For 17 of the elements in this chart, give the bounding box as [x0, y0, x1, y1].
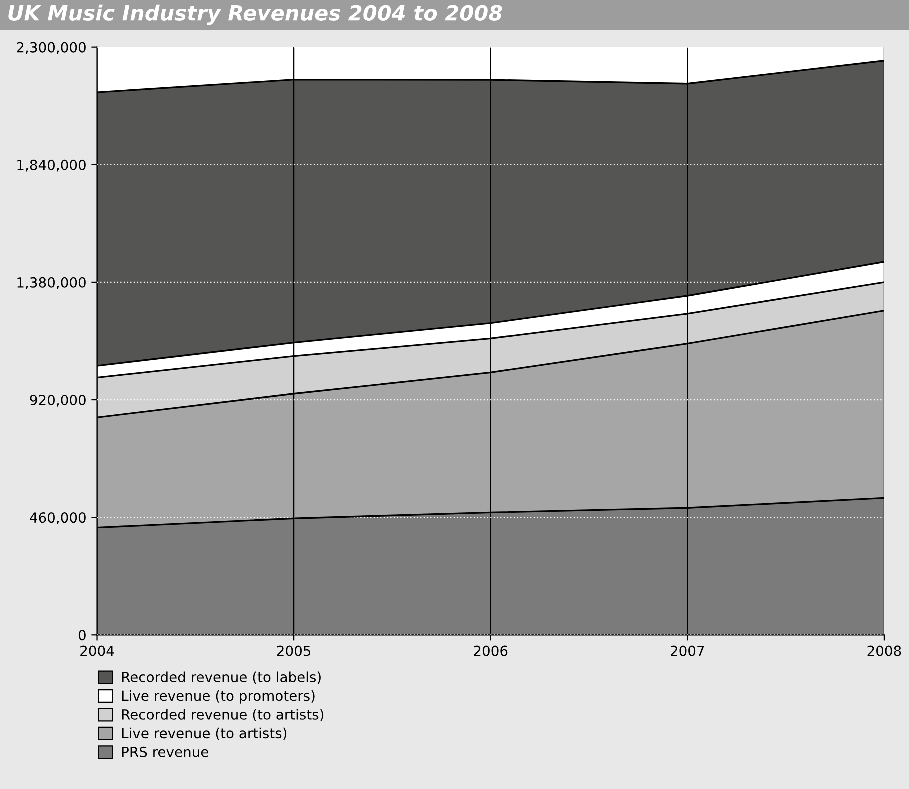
y-tick-label: 460,000 — [30, 512, 86, 524]
y-tick-label: 2,300,000 — [17, 42, 86, 54]
legend-label: Recorded revenue (to labels) — [122, 672, 321, 684]
y-tick-label: 920,000 — [30, 394, 86, 407]
legend-label: PRS revenue — [122, 746, 208, 758]
legend-label: Live revenue (to promoters) — [122, 690, 315, 704]
x-tick-label: 2006 — [474, 646, 508, 656]
y-tick-label: 1,380,000 — [18, 277, 86, 290]
x-tick-label: 2007 — [671, 646, 704, 656]
legend-label: Live revenue (to artists) — [122, 728, 287, 740]
chart-title: UK Music Industry Revenues 2004 to 2008 — [8, 4, 502, 26]
x-tick-label: 2008 — [868, 646, 902, 656]
y-tick-label: 0 — [78, 630, 86, 641]
x-tick-label: 2004 — [80, 646, 114, 656]
legend-label: Recorded revenue (to artists) — [122, 709, 324, 722]
y-tick-label: 1,840,000 — [18, 160, 86, 172]
x-tick-label: 2005 — [277, 646, 311, 656]
